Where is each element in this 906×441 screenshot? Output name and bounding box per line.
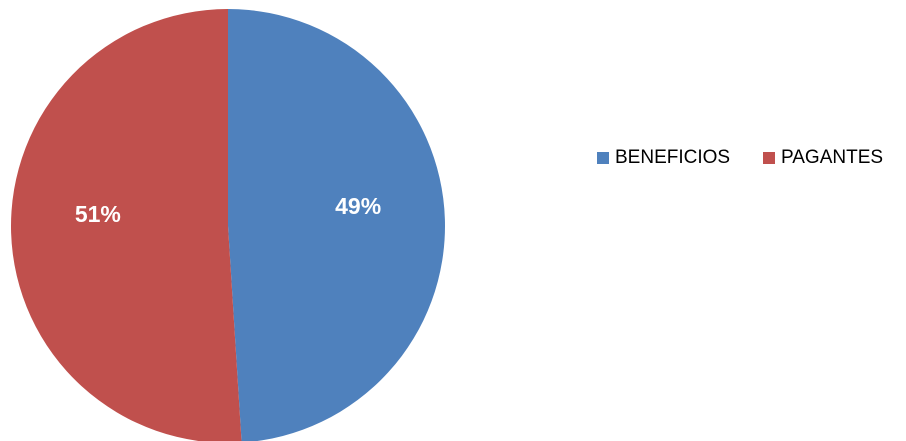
legend-swatch-pagantes bbox=[763, 152, 775, 164]
legend-swatch-beneficios bbox=[597, 152, 609, 164]
data-label-beneficios: 49% bbox=[335, 193, 381, 219]
pie-slice-beneficios bbox=[228, 9, 446, 441]
pie-slice-pagantes bbox=[11, 9, 242, 441]
data-label-pagantes: 51% bbox=[75, 201, 121, 227]
legend: BENEFICIOS PAGANTES bbox=[597, 147, 883, 168]
pie-slices bbox=[11, 9, 446, 441]
legend-label-beneficios: BENEFICIOS bbox=[615, 147, 730, 168]
pie-data-labels: 49% 51% bbox=[75, 193, 381, 227]
legend-label-pagantes: PAGANTES bbox=[781, 147, 883, 168]
